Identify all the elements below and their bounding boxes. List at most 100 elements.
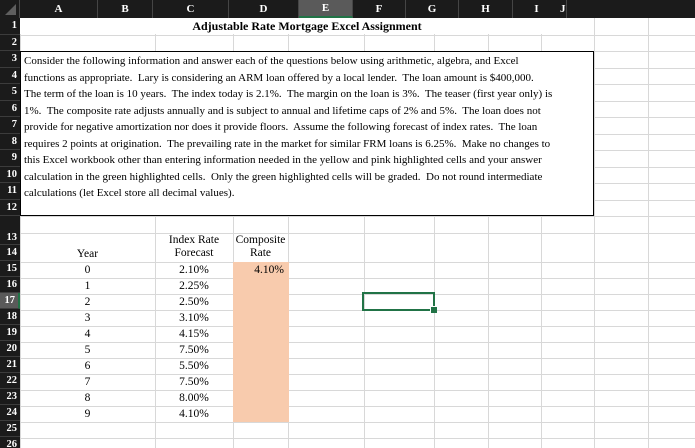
fill-handle[interactable] bbox=[430, 306, 437, 313]
gridline bbox=[20, 405, 695, 407]
select-all-corner[interactable] bbox=[0, 0, 20, 18]
column-header[interactable]: H bbox=[459, 0, 513, 18]
row-header[interactable]: 13 bbox=[0, 216, 20, 245]
column-header[interactable]: E bbox=[299, 0, 353, 18]
composite-rate-cell[interactable] bbox=[233, 374, 288, 390]
row-headers: 1 2 3 4 5 6 7 8 9 10 11 12 13 14 15 16 17 18 19 20 21 22 23 24 2… bbox=[0, 18, 20, 448]
row-header[interactable]: 21 bbox=[0, 357, 20, 373]
gridline bbox=[20, 341, 695, 343]
year-cell[interactable]: 0 bbox=[84, 263, 91, 276]
instructions-line: 1%. The composite rate adjusts annually … bbox=[24, 104, 541, 117]
index-rate-cell[interactable]: 7.50% bbox=[179, 375, 209, 388]
row-header[interactable]: 18 bbox=[0, 309, 20, 325]
column-header[interactable]: J bbox=[560, 0, 567, 18]
index-rate-cell[interactable]: 4.10% bbox=[179, 407, 209, 420]
row-header[interactable]: 17 bbox=[0, 293, 20, 309]
gridline bbox=[20, 421, 695, 423]
year-cell[interactable]: 3 bbox=[84, 311, 91, 324]
active-cell-selection[interactable] bbox=[362, 292, 437, 313]
composite-rate-cell[interactable] bbox=[233, 358, 288, 374]
row-header[interactable]: 11 bbox=[0, 183, 20, 200]
table-row: 5 7.50% bbox=[20, 342, 288, 358]
composite-rate-cell[interactable] bbox=[233, 342, 288, 358]
instructions-line: this Excel workbook other than entering … bbox=[24, 154, 542, 166]
composite-rate-cell[interactable]: 4.10% bbox=[254, 263, 284, 276]
composite-rate-highlight[interactable] bbox=[232, 261, 289, 422]
year-cell[interactable]: 8 bbox=[84, 391, 91, 404]
column-header[interactable]: C bbox=[153, 0, 229, 18]
row-header[interactable]: 3 bbox=[0, 51, 20, 68]
year-cell[interactable]: 2 bbox=[84, 295, 91, 308]
instructions-line: calculation in the green highlighted cel… bbox=[24, 170, 543, 183]
table-row: 9 4.10% bbox=[20, 406, 288, 422]
column-header[interactable]: G bbox=[406, 0, 459, 18]
year-cell[interactable]: 4 bbox=[84, 327, 91, 340]
row-header[interactable]: 14 bbox=[0, 245, 20, 261]
column-header[interactable]: I bbox=[534, 3, 539, 15]
gridline bbox=[20, 293, 695, 295]
row-header[interactable]: 25 bbox=[0, 421, 20, 437]
row-header[interactable]: 10 bbox=[0, 167, 20, 183]
composite-rate-cell[interactable] bbox=[233, 406, 288, 422]
row-header[interactable]: 6 bbox=[0, 101, 20, 117]
index-rate-cell[interactable]: 8.00% bbox=[179, 391, 209, 404]
year-cell[interactable]: 1 bbox=[84, 279, 91, 292]
composite-rate-cell[interactable] bbox=[233, 326, 288, 342]
forecast-table-body: 0 2.10% 4.10% 1 2.25% 2 2.50% 3 3.10% 4 … bbox=[20, 262, 288, 422]
index-rate-cell[interactable]: 2.10% bbox=[179, 263, 209, 276]
index-rate-cell[interactable]: 5.50% bbox=[179, 359, 209, 372]
instructions-line: requires 2 points at origination. The pr… bbox=[24, 137, 551, 150]
row-header[interactable]: 5 bbox=[0, 84, 20, 101]
instructions-box[interactable]: Consider the following information and a… bbox=[20, 51, 594, 216]
row-header[interactable]: 8 bbox=[0, 134, 20, 150]
gridline bbox=[20, 389, 695, 391]
row-header[interactable]: 1 bbox=[0, 18, 20, 35]
row-header[interactable]: 7 bbox=[0, 117, 20, 134]
year-cell[interactable]: 9 bbox=[84, 407, 91, 420]
year-cell[interactable]: 7 bbox=[84, 375, 91, 388]
gridline bbox=[20, 216, 695, 217]
column-header[interactable]: D bbox=[229, 0, 299, 18]
title-cell[interactable]: Adjustable Rate Mortgage Excel Assignmen… bbox=[20, 18, 594, 34]
gridline bbox=[20, 309, 695, 311]
index-rate-cell[interactable]: 4.15% bbox=[179, 327, 209, 340]
row-header[interactable]: 4 bbox=[0, 68, 20, 84]
row-header[interactable]: 20 bbox=[0, 341, 20, 357]
table-row: 0 2.10% 4.10% bbox=[20, 262, 288, 278]
gridline bbox=[20, 261, 695, 263]
column-header[interactable]: B bbox=[98, 0, 153, 18]
row-header[interactable]: 22 bbox=[0, 373, 20, 389]
index-rate-cell[interactable]: 2.25% bbox=[179, 279, 209, 292]
row-header[interactable]: 23 bbox=[0, 389, 20, 405]
gridline bbox=[20, 325, 695, 327]
column-header[interactable]: F bbox=[353, 0, 406, 18]
instructions-line: calculations (let Excel store all decima… bbox=[24, 187, 235, 199]
year-header-cell[interactable]: Year bbox=[76, 247, 99, 260]
row-header[interactable]: 9 bbox=[0, 150, 20, 167]
index-rate-cell[interactable]: 7.50% bbox=[179, 343, 209, 356]
year-cell[interactable]: 5 bbox=[84, 343, 91, 356]
row-header[interactable]: 15 bbox=[0, 261, 20, 277]
column-header[interactable]: A bbox=[20, 0, 98, 18]
row-header[interactable]: 16 bbox=[0, 277, 20, 293]
composite-rate-cell[interactable] bbox=[233, 310, 288, 326]
composite-rate-cell[interactable] bbox=[233, 278, 288, 294]
year-cell[interactable]: 6 bbox=[84, 359, 91, 372]
row-header[interactable]: 26 bbox=[0, 437, 20, 448]
index-rate-header-cell[interactable]: Index Rate Forecast bbox=[168, 233, 220, 260]
gridline bbox=[20, 232, 695, 234]
index-rate-cell[interactable]: 3.10% bbox=[179, 311, 209, 324]
row-header[interactable]: 19 bbox=[0, 325, 20, 341]
composite-rate-cell[interactable] bbox=[233, 294, 288, 310]
gridline bbox=[20, 373, 695, 375]
table-row: 8 8.00% bbox=[20, 390, 288, 406]
row-header[interactable]: 12 bbox=[0, 200, 20, 216]
table-row: 2 2.50% bbox=[20, 294, 288, 310]
row-header[interactable]: 2 bbox=[0, 35, 20, 51]
row-header[interactable]: 24 bbox=[0, 405, 20, 421]
composite-rate-cell[interactable] bbox=[233, 390, 288, 406]
composite-rate-header-cell[interactable]: Composite Rate bbox=[235, 233, 286, 260]
index-rate-cell[interactable]: 2.50% bbox=[179, 295, 209, 308]
